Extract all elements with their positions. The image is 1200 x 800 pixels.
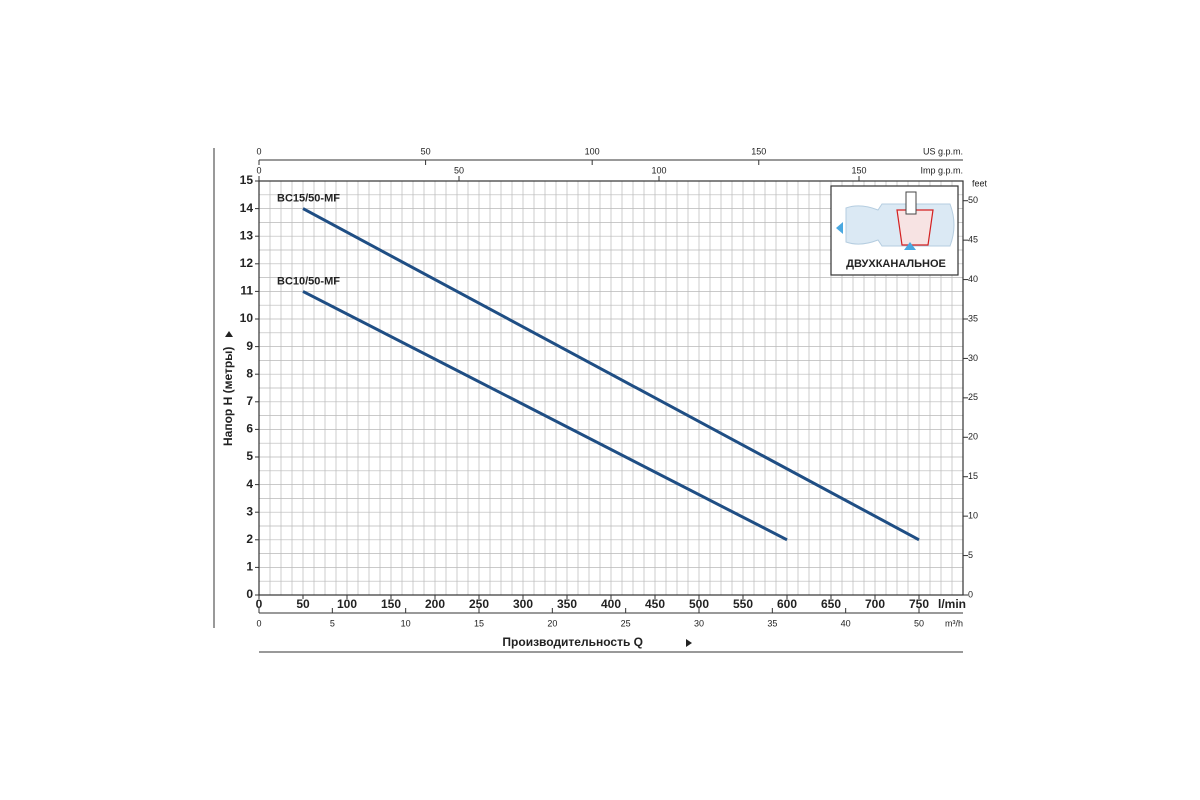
x2-tick-label: 40 — [841, 618, 851, 628]
y-tick-label: 13 — [240, 228, 254, 242]
x2-tick-label: 0 — [256, 618, 261, 628]
y-arrow — [225, 331, 233, 337]
y2-tick-label: 20 — [968, 432, 978, 442]
inset-label: ДВУХКАНАЛЬНОЕ — [846, 258, 946, 270]
y-tick-label: 0 — [246, 587, 253, 601]
x-tick-label: 550 — [733, 597, 753, 611]
y-tick-label: 9 — [246, 339, 253, 353]
y-tick-label: 14 — [240, 201, 254, 215]
axis-unit: Imp g.p.m. — [920, 165, 963, 175]
x-tick-label: 400 — [601, 597, 621, 611]
y-tick-label: 12 — [240, 256, 254, 270]
x-unit: l/min — [938, 597, 966, 611]
x-arrow — [686, 639, 692, 647]
x2-tick-label: 50 — [454, 165, 464, 175]
x-tick-label: 300 — [513, 597, 533, 611]
x-tick-label: 600 — [777, 597, 797, 611]
series-line — [302, 207, 920, 542]
x2-tick-label: 25 — [621, 618, 631, 628]
x-tick-label: 750 — [909, 597, 929, 611]
y-tick-label: 10 — [240, 311, 254, 325]
x-tick-label: 200 — [425, 597, 445, 611]
x2-tick-label: 0 — [256, 165, 261, 175]
y2-tick-label: 15 — [968, 471, 978, 481]
impeller — [896, 209, 934, 246]
y2-tick-label: 10 — [968, 511, 978, 521]
y2-tick-label: 45 — [968, 235, 978, 245]
x-tick-label: 450 — [645, 597, 665, 611]
x2-tick-label: 0 — [256, 146, 261, 156]
axis-unit: US g.p.m. — [923, 146, 963, 156]
axis-unit: m³/h — [945, 618, 963, 628]
series-line — [302, 290, 788, 542]
y-tick-label: 15 — [240, 173, 254, 187]
y-tick-label: 5 — [246, 449, 253, 463]
y2-tick-label: 50 — [968, 195, 978, 205]
x2-tick-label: 35 — [767, 618, 777, 628]
x-tick-label: 350 — [557, 597, 577, 611]
x-tick-label: 150 — [381, 597, 401, 611]
y-tick-label: 6 — [246, 422, 253, 436]
y-tick-label: 11 — [240, 284, 253, 298]
y2-tick-label: 25 — [968, 392, 978, 402]
series-label: BC10/50-MF — [277, 275, 340, 287]
x2-tick-label: 150 — [751, 146, 766, 156]
y2-tick-label: 35 — [968, 313, 978, 323]
x2-tick-label: 10 — [401, 618, 411, 628]
x-axis-title: Производительность Q — [502, 635, 643, 649]
series-label: BC15/50-MF — [277, 193, 340, 205]
x-tick-label: 250 — [469, 597, 489, 611]
y-tick-label: 4 — [246, 477, 253, 491]
inset: ДВУХКАНАЛЬНОЕ — [830, 185, 959, 276]
x2-tick-label: 30 — [694, 618, 704, 628]
x2-tick-label: 100 — [585, 146, 600, 156]
x-tick-label: 100 — [337, 597, 357, 611]
y2-tick-label: 0 — [968, 589, 973, 599]
flow-arrow — [836, 222, 843, 234]
x-tick-label: 0 — [256, 597, 263, 611]
shaft — [905, 191, 917, 215]
inlet-arrow — [904, 242, 916, 250]
y-tick-label: 8 — [246, 366, 253, 380]
x2-tick-label: 5 — [330, 618, 335, 628]
x2-tick-label: 150 — [851, 165, 866, 175]
y-axis-title: Напор H (метры) — [221, 347, 235, 446]
x-tick-label: 700 — [865, 597, 885, 611]
x2-tick-label: 50 — [914, 618, 924, 628]
y2-tick-label: 30 — [968, 353, 978, 363]
axis-unit: feet — [972, 178, 988, 188]
x-tick-label: 500 — [689, 597, 709, 611]
x2-tick-label: 20 — [547, 618, 557, 628]
x-tick-label: 50 — [296, 597, 310, 611]
x2-tick-label: 100 — [651, 165, 666, 175]
x2-tick-label: 15 — [474, 618, 484, 628]
y-tick-label: 7 — [246, 394, 253, 408]
x2-tick-label: 50 — [421, 146, 431, 156]
y-tick-label: 1 — [246, 560, 253, 574]
y2-tick-label: 5 — [968, 550, 973, 560]
x-tick-label: 650 — [821, 597, 841, 611]
y2-tick-label: 40 — [968, 274, 978, 284]
y-tick-label: 2 — [246, 532, 253, 546]
y-tick-label: 3 — [246, 504, 253, 518]
